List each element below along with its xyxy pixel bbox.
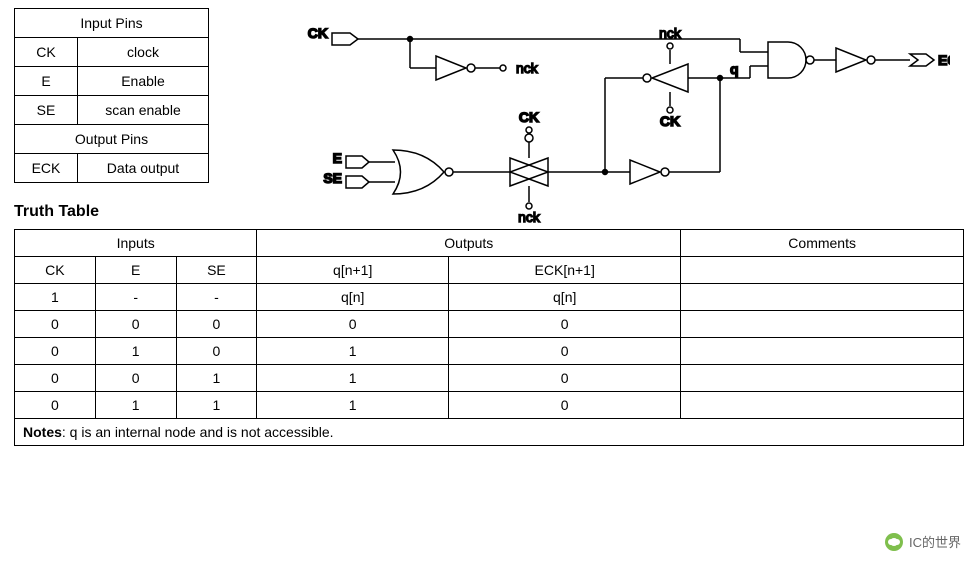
table-row: 00000: [15, 311, 964, 338]
tt-cell: -: [95, 284, 176, 311]
q-label: q: [730, 61, 739, 77]
table-row: 1--q[n]q[n]: [15, 284, 964, 311]
tt-cell: 1: [257, 392, 449, 419]
tt-cell: 0: [449, 338, 681, 365]
transmission-gate-1: CK nck: [510, 109, 548, 225]
tt-cell: 1: [176, 365, 257, 392]
tt-cell: [681, 284, 964, 311]
tt-cell: q[n]: [449, 284, 681, 311]
output-pins-header: Output Pins: [15, 125, 209, 154]
watermark: IC的世界: [885, 532, 961, 551]
pin-sym: E: [15, 67, 78, 96]
pin-table: Input Pins CK clock E Enable SE scan ena…: [14, 8, 209, 183]
nck-label-1: nck: [516, 60, 539, 76]
tt-cell: 1: [15, 284, 96, 311]
tt-cell: 0: [257, 311, 449, 338]
tt-cell: 0: [15, 365, 96, 392]
tt-cell: [681, 311, 964, 338]
tt-cell: 0: [449, 311, 681, 338]
pin-desc: Data output: [78, 154, 209, 183]
tt-group-header: Comments: [681, 230, 964, 257]
tt-cell: 1: [257, 365, 449, 392]
tt-cell: 0: [95, 365, 176, 392]
tristate-inverter: nck CK: [643, 25, 688, 129]
tt-cell: 0: [95, 311, 176, 338]
tt-cell: 0: [449, 392, 681, 419]
pin-desc: scan enable: [78, 96, 209, 125]
pin-desc: Enable: [78, 67, 209, 96]
tt-cell: 0: [176, 338, 257, 365]
pin-sym: CK: [15, 38, 78, 67]
input-pins-header: Input Pins: [15, 9, 209, 38]
truth-table-notes: Notes: q is an internal node and is not …: [15, 419, 964, 446]
tt-col-header: q[n+1]: [257, 257, 449, 284]
tt-cell: 1: [95, 338, 176, 365]
tt-cell: -: [176, 284, 257, 311]
tt-cell: [681, 365, 964, 392]
tt-col-header: E: [95, 257, 176, 284]
table-row: 01010: [15, 338, 964, 365]
tt-group-header: Inputs: [15, 230, 257, 257]
tt-group-header: Outputs: [257, 230, 681, 257]
tt-cell: q[n]: [257, 284, 449, 311]
pin-desc: clock: [78, 38, 209, 67]
tt-cell: [681, 338, 964, 365]
nck-ctrl-top: nck: [659, 25, 682, 41]
eck-port-label: ECK: [938, 52, 950, 68]
tt-cell: [681, 392, 964, 419]
table-row: 00110: [15, 365, 964, 392]
pin-sym: ECK: [15, 154, 78, 183]
nck-ctrl-label: nck: [518, 209, 541, 225]
tt-cell: 0: [176, 311, 257, 338]
tt-cell: 1: [257, 338, 449, 365]
wechat-icon: [885, 533, 903, 551]
e-port-label: E: [333, 150, 342, 166]
tt-cell: 1: [176, 392, 257, 419]
tt-col-header: [681, 257, 964, 284]
tt-col-header: SE: [176, 257, 257, 284]
tt-cell: 1: [95, 392, 176, 419]
tt-cell: 0: [15, 338, 96, 365]
ck-ctrl-bottom: CK: [660, 113, 680, 129]
tt-col-header: CK: [15, 257, 96, 284]
se-port-label: SE: [323, 170, 342, 186]
tt-cell: 0: [15, 392, 96, 419]
tt-cell: 0: [449, 365, 681, 392]
pin-sym: SE: [15, 96, 78, 125]
schematic-diagram: CK nck E SE: [210, 8, 950, 228]
truth-table: InputsOutputsComments CKESEq[n+1]ECK[n+1…: [14, 229, 964, 446]
tt-col-header: ECK[n+1]: [449, 257, 681, 284]
table-row: 01110: [15, 392, 964, 419]
ck-port-label: CK: [308, 25, 328, 41]
tt-cell: 0: [15, 311, 96, 338]
ck-ctrl-label: CK: [519, 109, 539, 125]
watermark-text: IC的世界: [909, 532, 961, 551]
